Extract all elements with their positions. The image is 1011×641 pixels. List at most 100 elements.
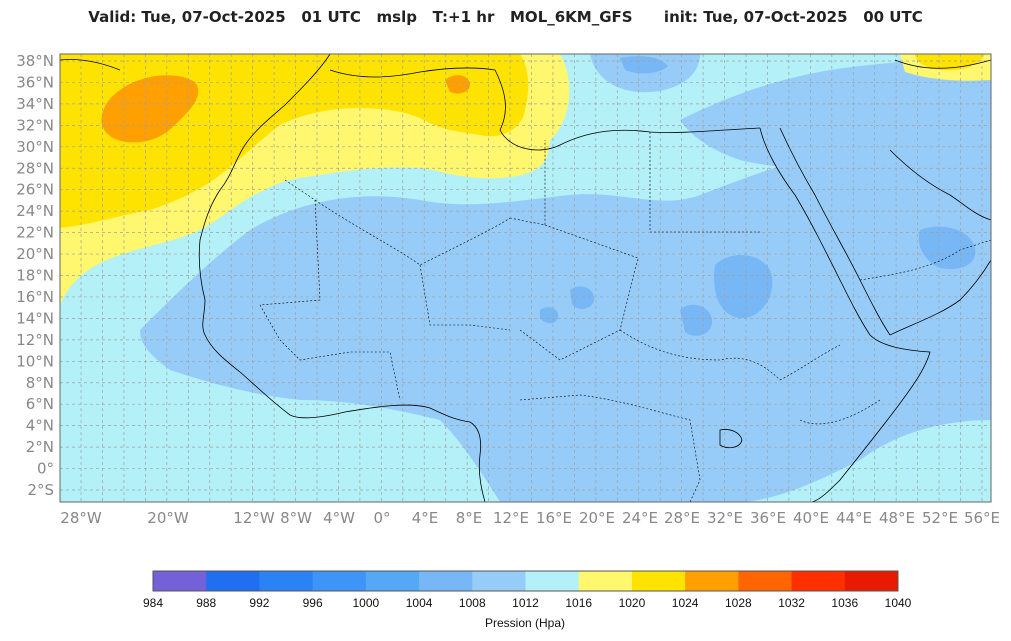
lat-label: 38°N [16,52,54,70]
zone-1008-1012 [140,95,991,502]
lat-label: 10°N [16,352,54,370]
map-frame [59,53,992,503]
arabia-coast [889,259,991,336]
lon-label: 48°E [879,509,915,527]
red-sea-east [779,127,891,336]
border-saudi-yemen [859,239,991,281]
lat-label: 8°N [26,374,54,392]
zone-1020-1024-ne [915,54,985,71]
colorbar-swatch [472,571,526,591]
zone-1004-1008-d [570,286,595,309]
lon-label: 4°E [412,509,439,527]
lon-label: 8°E [456,509,483,527]
lat-label: 16°N [16,288,54,306]
colorbar-swatch [791,571,846,591]
colorbar: 984 988 992 996 1000 1004 1008 1012 1016 1020 1024… [143,570,912,610]
colorbar-tick-label: 1036 [831,596,858,610]
colorbar-tick-label: 1008 [459,596,486,610]
border-libya [509,140,546,226]
lon-label: 44°E [836,509,872,527]
lon-label: 36°E [750,509,786,527]
lat-label: 2°S [27,481,54,499]
lat-label: 30°N [16,138,54,156]
lat-label: 36°N [16,73,54,91]
colorbar-swatch [206,571,260,591]
lon-label: 12°W [233,509,275,527]
lon-label: 56°E [964,509,1000,527]
zone-1004-1008-b [918,226,976,270]
red-sea-west [759,127,871,336]
persian-gulf [889,149,991,221]
lat-label: 6°N [26,395,54,413]
colorbar-tick-label: 1024 [672,596,699,610]
lat-label: 20°N [16,245,54,263]
lon-label: 12°E [493,509,529,527]
colorbar-tick-label: 1032 [778,596,805,610]
lon-label: 0° [373,509,390,527]
border-niger-nigeria [419,264,511,331]
colorbar-swatch [685,571,739,591]
lat-label: 18°N [16,267,54,285]
colorbar-tick-label: 1028 [725,596,752,610]
lat-label: 24°N [16,202,54,220]
colorbar-swatch [419,571,473,591]
graticule-grid [60,54,991,502]
lon-label: 28°W [60,509,102,527]
map-title: Valid: Tue, 07-Oct-2025 01 UTC mslp T:+1… [88,8,923,26]
lon-label: 40°E [793,509,829,527]
colorbar-title: Pression (Hpa) [485,616,565,630]
border-west-africa [259,304,401,401]
iberia-coast [60,59,991,71]
country-borders [259,132,991,502]
lat-label: 2°N [26,438,54,456]
lat-label: 28°N [16,159,54,177]
colorbar-tick-label: 1020 [619,596,646,610]
colorbar-tick-label: 1040 [885,596,912,610]
colorbar-swatch [259,571,314,591]
zone-1004-1008-c [680,304,713,336]
lat-label: 32°N [16,116,54,134]
lon-label: 20°W [147,509,189,527]
zone-1024-1028-b [445,75,470,94]
border-drc [519,394,701,502]
latitude-labels: 38°N 36°N 34°N 32°N 30°N 28°N 26°N 24°N 22°N 20°N… [16,52,54,499]
lon-label: 28°E [664,509,700,527]
zone-1004-1008-a [714,254,773,319]
border-sudan-south [619,329,781,381]
border-egypt-sudan [649,132,760,233]
pressure-field [60,54,991,502]
zone-1004-1008-e [620,56,668,74]
lon-label: 20°E [579,509,615,527]
zone-1004-1008-f [540,307,559,324]
colorbar-swatch [844,571,899,591]
lat-label: 14°N [16,309,54,327]
lon-label: 4°W [323,509,355,527]
colorbar-swatch [312,571,367,591]
colorbar-tick-label: 1012 [512,596,539,610]
colorbar-tick-label: 1004 [406,596,433,610]
lat-label: 0° [37,460,54,478]
coastlines [60,54,991,502]
colorbar-tick-label: 992 [249,596,269,610]
colorbar-swatch [738,571,793,591]
zone-1008-1012-north [680,58,991,172]
lon-label: 32°E [707,509,743,527]
colorbar-tick-label: 1000 [353,596,380,610]
lat-label: 34°N [16,95,54,113]
colorbar-tick-label: 996 [303,596,323,610]
colorbar-tick-label: 1016 [565,596,592,610]
lon-label: 8°W [280,509,312,527]
colorbar-swatch [578,571,633,591]
colorbar-swatch [631,571,686,591]
colorbar-swatch [525,571,580,591]
horn-coast [811,334,931,502]
border-ethiopia [779,344,881,425]
lat-label: 26°N [16,181,54,199]
lon-label: 16°E [536,509,572,527]
africa-west-coast [198,54,486,502]
colorbar-swatch [153,571,207,591]
colorbar-swatch [365,571,420,591]
mediterranean-south-coast [329,67,761,151]
lat-label: 4°N [26,417,54,435]
